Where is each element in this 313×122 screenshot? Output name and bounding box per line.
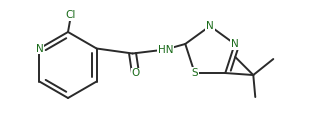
Text: N: N xyxy=(206,21,214,31)
Text: N: N xyxy=(231,39,239,49)
Text: O: O xyxy=(131,68,140,78)
Text: Cl: Cl xyxy=(66,10,76,20)
Text: N: N xyxy=(36,44,43,54)
Text: S: S xyxy=(192,68,198,78)
Text: HN: HN xyxy=(158,45,173,55)
